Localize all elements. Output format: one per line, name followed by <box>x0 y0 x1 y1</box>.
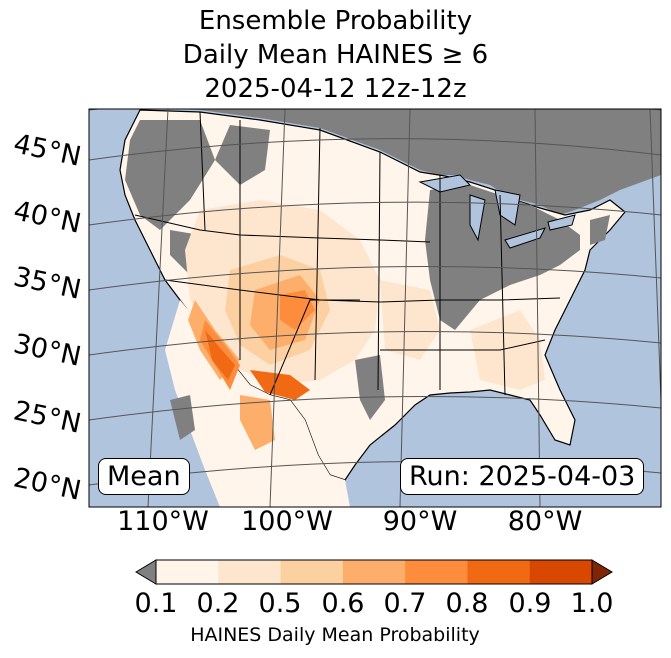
probability-map <box>88 108 662 508</box>
colorbar-segment <box>280 560 344 584</box>
lon-label-80w: 80°W <box>507 506 583 537</box>
title-line-3: 2025-04-12 12z-12z <box>204 74 467 104</box>
colorbar-segment <box>405 560 468 584</box>
lon-label-100w: 100°W <box>241 506 333 537</box>
colorbar-under-arrow <box>135 559 157 585</box>
colorbar-tick-label: 0.1 <box>134 588 178 619</box>
colorbar-frame <box>155 559 593 585</box>
colorbar-tick-label: 1.0 <box>570 588 614 619</box>
title-line-1: Ensemble Probability <box>198 6 473 36</box>
title-line-2: Daily Mean HAINES ≥ 6 <box>182 40 489 70</box>
colorbar-segment <box>529 560 593 584</box>
colorbar-segment <box>156 560 219 584</box>
colorbar-segment <box>218 560 282 584</box>
colorbar-tick-label: 0.6 <box>321 588 365 619</box>
canada-land <box>89 109 661 215</box>
colorbar-tick-label: 0.2 <box>196 588 240 619</box>
colorbar-segments <box>156 560 593 584</box>
colorbar-title: HAINES Daily Mean Probability <box>190 624 480 646</box>
run-label: Run: 2025-04-03 <box>400 458 645 495</box>
graticule <box>89 109 661 507</box>
lon-label-110w: 110°W <box>117 506 209 537</box>
no-data-patches <box>125 120 610 440</box>
colorbar-tick-label: 0.9 <box>508 588 552 619</box>
colorbar-tick-label: 0.8 <box>445 588 489 619</box>
lon-label-90w: 90°W <box>382 506 458 537</box>
probability-shading <box>185 200 545 450</box>
colorbar-tick-label: 0.7 <box>383 588 427 619</box>
mean-label: Mean <box>98 458 190 495</box>
colorbar-over-arrow <box>591 559 613 585</box>
map-frame <box>88 108 662 508</box>
colorbar-segment <box>342 560 406 584</box>
colorbar-segment <box>467 560 531 584</box>
colorbar-tick-label: 0.5 <box>258 588 302 619</box>
great-lakes <box>418 174 576 249</box>
